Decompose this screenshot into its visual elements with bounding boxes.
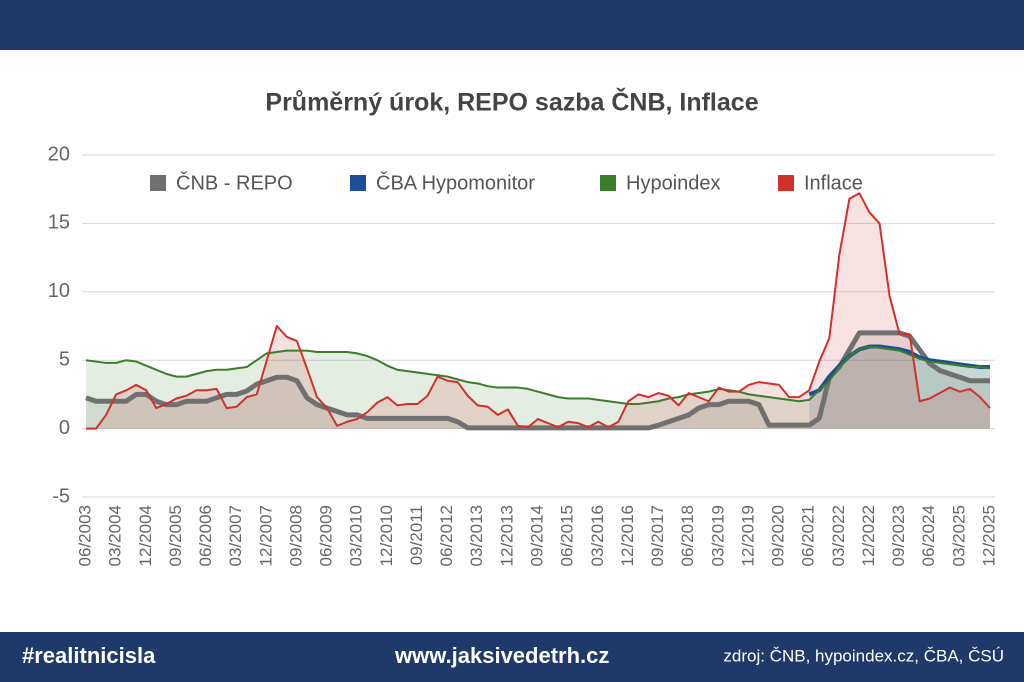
x-tick-label: 12/2004 [136, 505, 155, 566]
x-tick-label: 06/2003 [75, 505, 94, 566]
series-line [86, 192, 991, 430]
x-tick-label: 09/2017 [648, 505, 667, 566]
x-tick-label: 12/2016 [618, 505, 637, 566]
x-tick-label: 12/2007 [256, 505, 275, 566]
series-line [85, 345, 991, 405]
hashtag: #realitnicisla [22, 643, 156, 668]
legend-swatch [350, 175, 366, 191]
legend-label: ČNB - REPO [176, 171, 293, 194]
x-tick-label: 12/2022 [859, 505, 878, 566]
x-tick-label: 06/2018 [678, 505, 697, 566]
x-tick-label: 12/2010 [377, 505, 396, 566]
legend-swatch [600, 175, 616, 191]
grid: -5 0 5 10 15 20 06/2003 03/2004 12/2004 09/2005 06… [48, 143, 999, 566]
legend-label: Hypoindex [626, 172, 721, 194]
source: zdroj: ČNB, hypoindex.cz, ČBA, ČSÚ [723, 646, 1004, 665]
area-fill [86, 346, 990, 429]
x-tick-label: 12/2025 [979, 505, 998, 566]
x-tick-label: 06/2009 [317, 505, 336, 566]
area-fill [809, 346, 990, 429]
x-tick-label: 06/2006 [196, 505, 215, 566]
x-tick-label: 06/2024 [919, 505, 938, 566]
x-tick-label: 06/2012 [437, 505, 456, 566]
x-tick-label: 03/2022 [829, 505, 848, 566]
y-tick-label: -5 [52, 485, 70, 507]
x-tick-label: 09/2011 [407, 505, 426, 565]
area-fill [86, 332, 990, 429]
legend-swatch [150, 175, 166, 191]
x-tick-label: 03/2004 [106, 505, 125, 566]
y-tick-label: 10 [48, 280, 70, 302]
legend-swatch [778, 175, 794, 191]
top-band [0, 0, 1024, 50]
x-tick-label: 09/2014 [527, 505, 546, 566]
y-tick-label: 15 [48, 212, 70, 234]
y-tick-label: 5 [59, 348, 70, 370]
x-tick-label: 03/2019 [708, 505, 727, 566]
areas [86, 193, 990, 429]
legend-label: Inflace [804, 172, 863, 194]
x-tick-label: 03/2013 [467, 505, 486, 566]
y-tick-label: 0 [59, 417, 70, 439]
x-tick-label: 06/2015 [558, 505, 577, 566]
legend: ČNB - REPO ČBA Hypomonitor Hypoindex Inflac… [150, 171, 863, 194]
x-tick-label: 03/2007 [226, 505, 245, 566]
x-tick-label: 03/2016 [588, 505, 607, 566]
x-tick-label: 12/2013 [497, 505, 516, 566]
x-tick-label: 09/2020 [769, 505, 788, 566]
x-tick-label: 03/2025 [949, 505, 968, 566]
chart-title: Průměrný úrok, REPO sazba ČNB, Inflace [265, 87, 758, 117]
bottom-band [0, 632, 1024, 682]
lines [85, 192, 991, 431]
x-tick-label: 09/2008 [286, 505, 305, 566]
x-tick-label: 06/2021 [799, 505, 818, 566]
y-tick-label: 20 [48, 143, 70, 165]
legend-label: ČBA Hypomonitor [376, 171, 535, 194]
x-tick-label: 09/2023 [889, 505, 908, 566]
website: www.jaksivedetrh.cz [394, 643, 609, 668]
x-tick-label: 12/2019 [738, 505, 757, 566]
x-tick-label: 03/2010 [347, 505, 366, 566]
x-tick-label: 09/2005 [166, 505, 185, 566]
